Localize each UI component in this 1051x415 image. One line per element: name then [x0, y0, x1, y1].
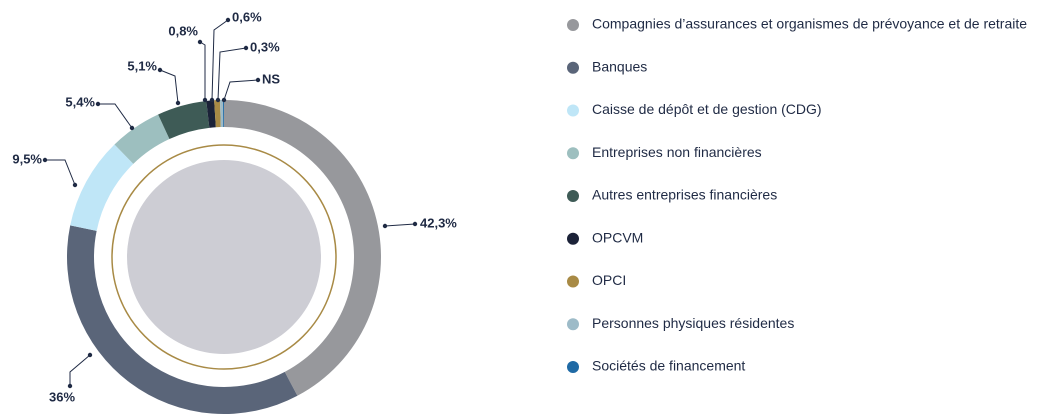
leader-dot	[67, 383, 73, 389]
leader-dot	[209, 97, 215, 103]
legend-label: Caisse de dépôt et de gestion (CDG)	[592, 101, 822, 117]
leader-line	[384, 223, 416, 227]
data-label: 36%	[49, 389, 75, 404]
data-label: 5,4%	[65, 94, 95, 109]
legend-marker	[567, 104, 579, 117]
leader-line	[98, 103, 133, 129]
inner-ring	[111, 144, 337, 370]
donut-slice	[214, 100, 221, 128]
donut-slice	[70, 144, 134, 231]
legend-label: Compagnies d’assurances et organismes de…	[592, 16, 1027, 32]
leader-line	[159, 69, 179, 104]
leader-line	[211, 19, 229, 101]
legend-marker	[567, 232, 579, 245]
leader-line	[223, 79, 259, 101]
legend-marker	[567, 318, 579, 331]
legend-label: OPCVM	[592, 229, 643, 245]
leader-dot	[87, 352, 93, 358]
data-label: 5,1%	[127, 58, 157, 73]
data-label: NS	[262, 71, 280, 86]
data-label: 9,5%	[12, 151, 42, 166]
leader-dot	[243, 45, 249, 51]
donut-slice	[158, 101, 210, 140]
data-label: 0,3%	[250, 39, 280, 54]
data-label: 0,6%	[232, 9, 262, 24]
leader-dot	[197, 39, 203, 45]
data-label: 42,3%	[420, 215, 457, 230]
leader-dot	[215, 97, 221, 103]
leader-line	[45, 159, 76, 186]
legend-label: Sociétés de financement	[592, 358, 745, 374]
legend-label: Personnes physiques résidentes	[592, 315, 794, 331]
leader-dot	[175, 100, 181, 106]
leader-dot	[255, 77, 261, 83]
donut-slice	[220, 100, 224, 128]
leader-dot	[129, 125, 135, 131]
legend-marker	[567, 19, 579, 31]
donut-slice	[206, 100, 216, 128]
donut-slice	[66, 225, 298, 414]
legend-label: Banques	[592, 58, 647, 74]
center-disc	[127, 160, 321, 354]
legend-marker	[567, 361, 579, 373]
legend-marker	[567, 61, 579, 74]
leader-dot	[42, 157, 48, 163]
leader-dot	[221, 97, 227, 103]
leader-line	[69, 354, 91, 386]
data-label: 0,8%	[168, 23, 198, 38]
legend-label: OPCI	[592, 272, 626, 288]
leader-dot	[412, 221, 418, 227]
leader-dot	[95, 101, 101, 107]
leader-line	[217, 47, 247, 101]
leader-dot	[157, 67, 163, 73]
legend-marker	[567, 190, 579, 202]
legend-label: Entreprises non financières	[592, 144, 762, 160]
leader-dot	[225, 17, 231, 23]
legend-marker	[567, 147, 579, 160]
legend-label: Autres entreprises financières	[592, 187, 777, 203]
donut-slice	[224, 100, 381, 396]
leader-dot	[72, 182, 78, 188]
leader-line	[199, 41, 206, 100]
leader-dot	[382, 223, 388, 229]
legend-marker	[567, 275, 579, 288]
leader-dot	[202, 97, 208, 103]
donut-slice	[223, 100, 224, 128]
donut-slice	[114, 114, 170, 164]
